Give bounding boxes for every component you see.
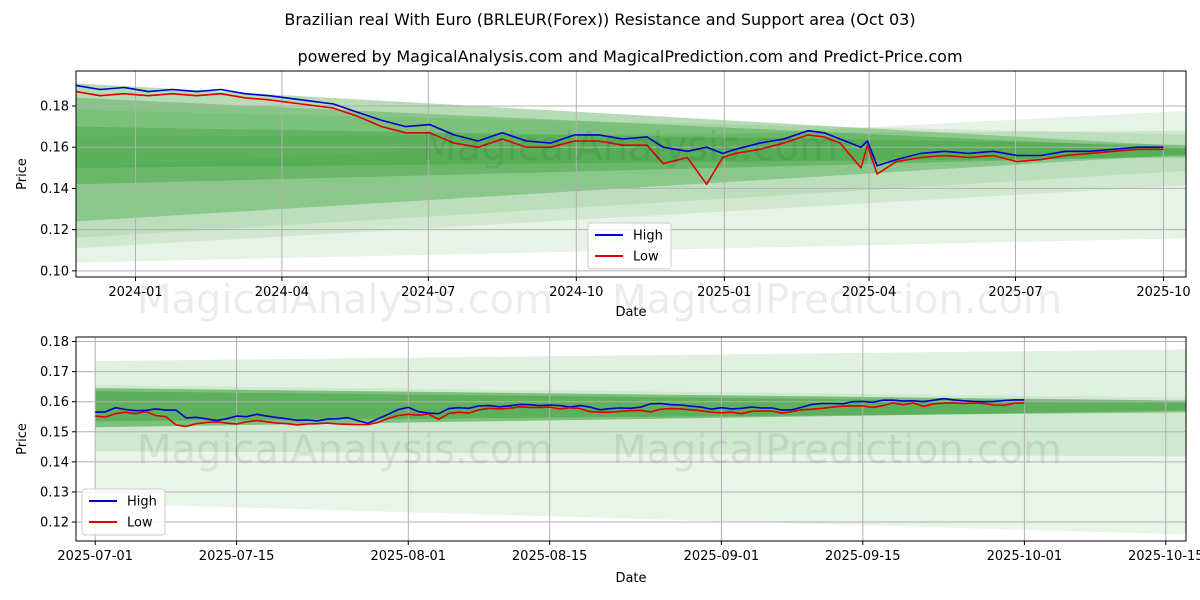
legend-label-high: High xyxy=(633,229,663,244)
y-tick-label: 0.14 xyxy=(40,182,69,197)
legend: High Low xyxy=(587,222,672,270)
x-axis-label: Date xyxy=(615,305,646,320)
resistance-support-band-3 xyxy=(95,385,1186,535)
legend-label-high: High xyxy=(127,495,157,510)
resistance-support-band-5 xyxy=(76,110,1186,238)
y-tick-label: 0.12 xyxy=(40,223,69,238)
series-line-high xyxy=(95,397,1025,425)
x-tick-label: 2025-07-15 xyxy=(199,549,275,564)
resistance-support-band-2 xyxy=(95,349,1186,457)
y-tick-label: 0.13 xyxy=(40,485,69,500)
legend-label-low: Low xyxy=(127,516,153,531)
x-tick-label: 2025-04 xyxy=(842,285,896,300)
y-tick-label: 0.18 xyxy=(40,100,69,115)
x-tick-label: 2025-08-15 xyxy=(512,549,588,564)
resistance-support-band-0 xyxy=(76,83,1186,222)
series-line-low xyxy=(95,402,1025,428)
x-tick-label: 2025-07 xyxy=(988,285,1042,300)
x-tick-label: 2025-08-01 xyxy=(371,549,447,564)
x-tick-label: 2024-04 xyxy=(255,285,309,300)
x-tick-label: 2024-10 xyxy=(549,285,603,300)
legend: High Low xyxy=(81,488,166,536)
x-tick-label: 2025-10-01 xyxy=(987,549,1063,564)
x-axis-label: Date xyxy=(615,571,646,586)
x-tick-label: 2025-10-15 xyxy=(1128,549,1200,564)
legend-label-low: Low xyxy=(633,250,659,265)
y-tick-label: 0.17 xyxy=(40,365,69,380)
x-tick-label: 2024-07 xyxy=(401,285,455,300)
y-tick-label: 0.12 xyxy=(40,516,69,531)
x-tick-label: 2025-01 xyxy=(697,285,751,300)
watermark-middle-right: MagicalPrediction.com xyxy=(612,277,1062,323)
watermark-bottom-left: MagicalAnalysis.com xyxy=(137,427,553,473)
x-tick-label: 2025-09-01 xyxy=(684,549,760,564)
series-line-high xyxy=(76,84,1164,167)
watermark-bottom-right: MagicalPrediction.com xyxy=(612,427,1062,473)
x-tick-label: 2025-09-15 xyxy=(825,549,901,564)
y-tick-label: 0.16 xyxy=(40,395,69,410)
watermark-top: MagicalAnalysis.com xyxy=(422,124,838,170)
resistance-support-band-1 xyxy=(95,391,1186,422)
resistance-support-band-1 xyxy=(76,97,1186,185)
watermark-middle-left: MagicalAnalysis.com xyxy=(137,277,553,323)
y-tick-label: 0.10 xyxy=(40,264,69,279)
resistance-support-band-3 xyxy=(76,110,1186,263)
y-tick-label: 0.14 xyxy=(40,455,69,470)
chart-title: Brazilian real With Euro (BRLEUR(Forex))… xyxy=(284,10,915,29)
bottom-chart-panel: 2025-07-01 2025-07-15 2025-08-01 2025-08-15… xyxy=(15,335,1200,586)
x-tick-label: 2024-01 xyxy=(108,285,162,300)
y-tick-label: 0.15 xyxy=(40,425,69,440)
band-group xyxy=(76,83,1186,263)
plot-frame xyxy=(75,336,1187,542)
chart-subtitle: powered by MagicalAnalysis.com and Magic… xyxy=(297,47,962,66)
y-axis-label: Price xyxy=(15,423,30,455)
y-tick-label: 0.16 xyxy=(40,141,69,156)
series-line-low xyxy=(76,90,1164,186)
x-tick-label: 2025-07-01 xyxy=(57,549,133,564)
plot-frame xyxy=(75,70,1187,278)
y-axis-label: Price xyxy=(15,158,30,190)
x-tick-label: 2025-10 xyxy=(1136,285,1190,300)
top-chart-panel: 2024-01 2024-04 2024-07 2024-10 2025-01 2025-… xyxy=(15,70,1191,320)
band-group xyxy=(95,349,1186,535)
y-tick-label: 0.18 xyxy=(40,335,69,350)
